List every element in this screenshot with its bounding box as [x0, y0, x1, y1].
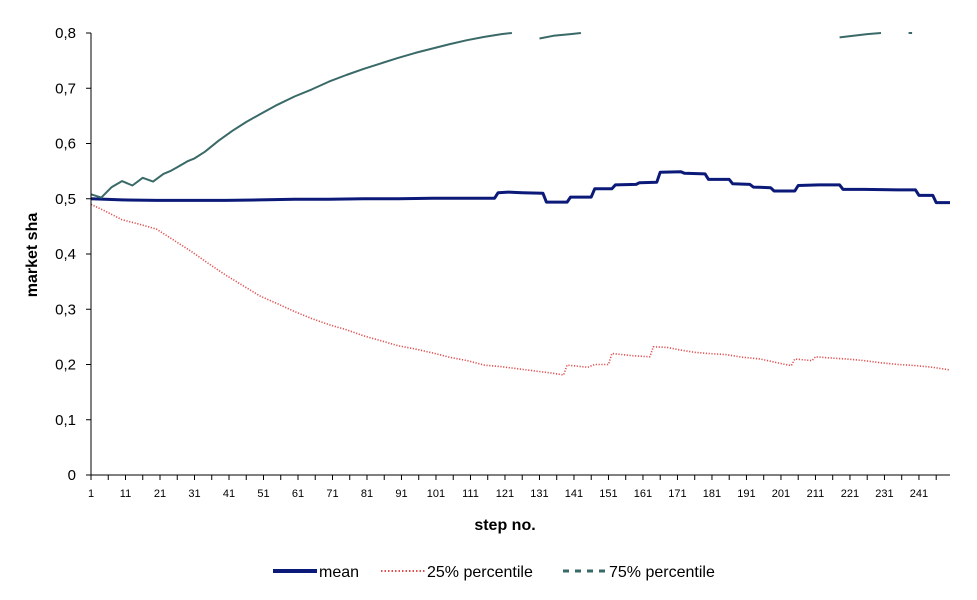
x-tick-label: 141 [565, 488, 583, 500]
x-tick-label: 211 [807, 488, 825, 500]
x-tick-label: 111 [462, 488, 479, 500]
x-tick-label: 191 [737, 488, 755, 500]
y-tick-label: 0,3 [55, 301, 76, 318]
x-tick-label: 91 [395, 488, 407, 500]
x-tick-label: 161 [634, 488, 652, 500]
y-tick-label: 0,7 [55, 80, 76, 97]
y-axis-title: market sha [24, 213, 41, 298]
plot-lines [90, 32, 951, 376]
x-tick-label: 221 [841, 488, 859, 500]
series-line-25-percentile [90, 203, 951, 376]
x-tick-label: 241 [910, 488, 928, 500]
x-axis-ticks: 1 11 21 31 41 51 61 71 81 91 101 111 121 131 141 151 161… [88, 475, 937, 500]
x-tick-label: 151 [599, 488, 617, 500]
legend-label-25-percentile: 25% percentile [427, 564, 533, 581]
y-tick-label: 0,5 [55, 191, 76, 208]
series-line-75-percentile [90, 32, 913, 199]
x-tick-label: 71 [326, 488, 338, 500]
x-tick-label: 231 [875, 488, 893, 500]
y-axis-ticks: 0 0,1 0,2 0,3 0,4 0,5 0,6 0,7 0,8 [55, 25, 91, 484]
x-tick-label: 181 [703, 488, 721, 500]
legend: mean 25% percentile 75% percentile [273, 564, 715, 581]
y-tick-label: 0 [68, 467, 76, 484]
x-axis-title: step no. [474, 517, 535, 534]
legend-label-75-percentile: 75% percentile [609, 564, 715, 581]
x-tick-label: 21 [154, 488, 166, 500]
y-tick-label: 0,4 [55, 246, 76, 263]
x-tick-label: 171 [668, 488, 686, 500]
x-tick-label: 31 [188, 488, 200, 500]
y-tick-label: 0,1 [55, 412, 76, 429]
y-tick-label: 0,2 [55, 357, 76, 374]
x-tick-label: 81 [361, 488, 373, 500]
x-tick-label: 51 [257, 488, 269, 500]
x-tick-label: 11 [120, 488, 131, 500]
x-tick-label: 121 [496, 488, 514, 500]
x-tick-label: 131 [530, 488, 548, 500]
x-tick-label: 41 [223, 488, 235, 500]
series-line-mean [90, 170, 950, 205]
y-tick-label: 0,8 [55, 25, 76, 42]
legend-label-mean: mean [319, 564, 359, 581]
x-tick-label: 61 [292, 488, 304, 500]
x-tick-label: 1 [88, 488, 94, 500]
x-tick-label: 101 [427, 488, 445, 500]
x-tick-label: 201 [772, 488, 790, 500]
y-tick-label: 0,6 [55, 136, 76, 153]
